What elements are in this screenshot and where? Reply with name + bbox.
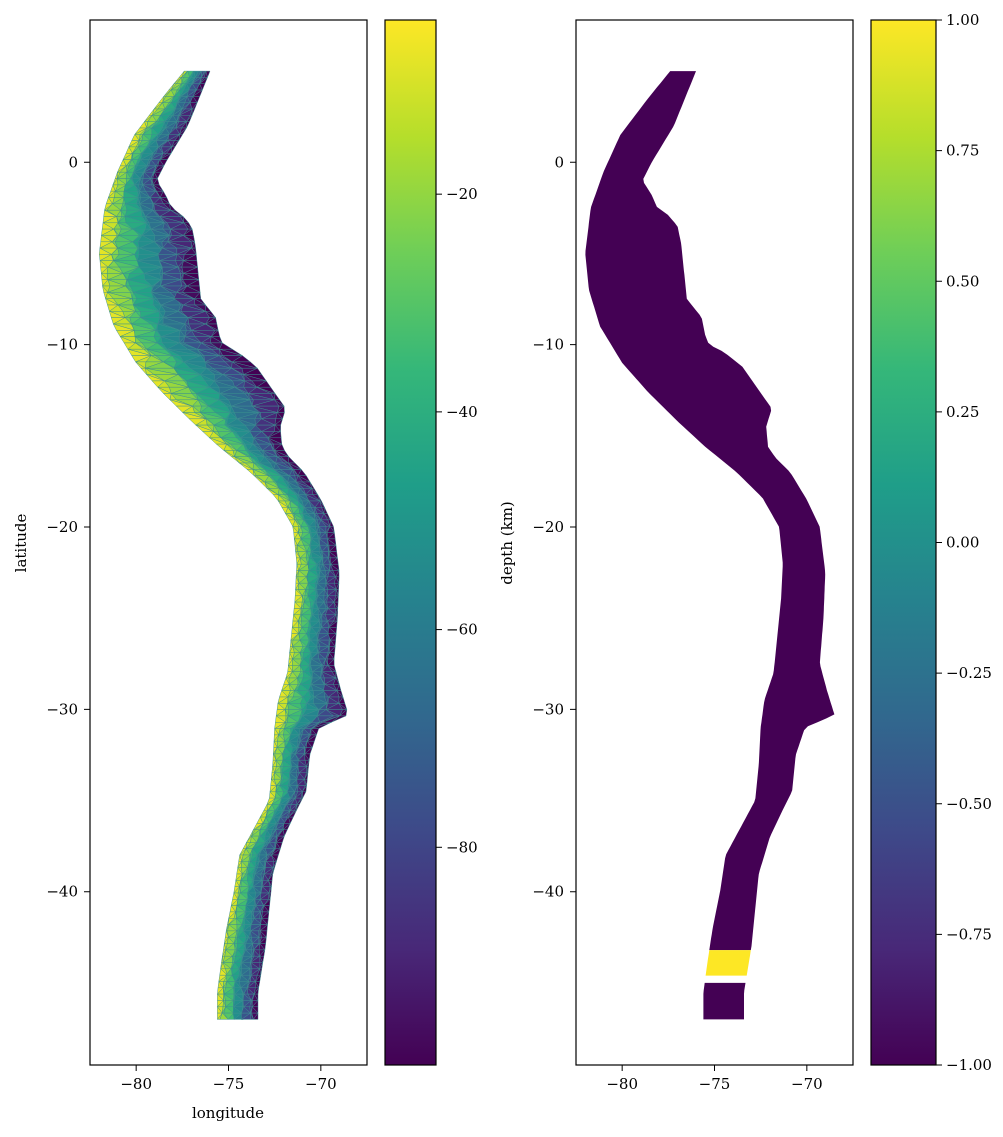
left-colorbar: −20 −40 −60 −80 depth (km) (384, 19, 516, 1066)
mesh-triangle (274, 392, 281, 401)
left-plot: −80 −75 −70 0 −10 −20 −30 −40 longitude latitu… (12, 19, 368, 1122)
mesh-triangle (323, 506, 328, 514)
colorbar-tick-label: −40 (446, 403, 478, 421)
mesh-triangle (227, 918, 229, 925)
colorbar-tick-label: 0.00 (946, 534, 979, 552)
x-tick-label: −75 (699, 1075, 731, 1093)
right-y-ticks: 0 −10 −20 −30 −40 (532, 153, 576, 901)
mesh-triangle (329, 519, 334, 527)
mesh-triangle (191, 108, 196, 116)
triangle-mesh (99, 70, 348, 1021)
y-tick-label: −10 (46, 336, 78, 354)
right-colorbar: 1.00 0.75 0.50 0.25 0.00 −0.25 −0.50 −0.75 −1.00 (870, 11, 992, 1074)
right-colorbar-gradient (870, 19, 937, 1066)
mesh-triangle (335, 671, 338, 679)
y-tick-label: −20 (532, 518, 564, 536)
left-colorbar-gradient (384, 19, 437, 1066)
x-tick-label: −70 (791, 1075, 823, 1093)
x-axis-label: longitude (192, 1104, 264, 1122)
filled-region (585, 71, 835, 1020)
mesh-triangle (287, 456, 296, 464)
y-tick-label: 0 (554, 153, 564, 171)
colorbar-tick-label: 0.75 (946, 142, 979, 160)
mesh-triangle (219, 1012, 229, 1020)
mesh-triangle (186, 121, 190, 129)
right-colorbar-ticks: 1.00 0.75 0.50 0.25 0.00 −0.25 −0.50 −0.75 −1.00 (936, 11, 992, 1074)
mesh-triangle (250, 1013, 254, 1020)
y-axis-label: latitude (12, 514, 30, 573)
right-plot: −80 −75 −70 0 −10 −20 −30 −40 (532, 19, 854, 1093)
x-tick-label: −80 (606, 1075, 638, 1093)
y-tick-label: −30 (532, 700, 564, 718)
mesh-triangle (182, 215, 190, 224)
mesh-triangle (302, 791, 307, 799)
left-y-ticks: 0 −10 −20 −30 −40 (46, 153, 90, 901)
mesh-triangle (169, 203, 176, 211)
colorbar-tick-label: −0.25 (946, 664, 992, 682)
colorbar-tick-label: −60 (446, 621, 478, 639)
x-tick-label: −70 (305, 1075, 337, 1093)
region-highlighted-band (705, 950, 751, 976)
colorbar-tick-label: 0.25 (946, 403, 979, 421)
mesh-triangle (242, 842, 247, 849)
colorbar-tick-label: 0.50 (946, 272, 979, 290)
right-x-ticks: −80 −75 −70 (606, 1065, 823, 1093)
mesh-triangle (272, 494, 279, 502)
y-tick-label: 0 (68, 153, 78, 171)
mesh-triangle (205, 304, 212, 312)
y-tick-label: −10 (532, 336, 564, 354)
x-tick-label: −80 (120, 1075, 152, 1093)
region-bottom (703, 982, 746, 1020)
mesh-triangle (263, 803, 268, 812)
y-tick-label: −30 (46, 700, 78, 718)
x-tick-label: −75 (213, 1075, 245, 1093)
colorbar-label: depth (km) (498, 501, 516, 585)
colorbar-tick-label: −20 (446, 185, 478, 203)
colorbar-tick-label: −0.75 (946, 925, 992, 943)
colorbar-tick-label: −80 (446, 838, 478, 856)
mesh-triangle (253, 1012, 259, 1020)
region-main (585, 71, 835, 951)
y-tick-label: −40 (532, 883, 564, 901)
colorbar-tick-label: 1.00 (946, 11, 979, 29)
mesh-triangle (114, 172, 118, 179)
left-x-ticks: −80 −75 −70 (120, 1065, 337, 1093)
left-colorbar-ticks: −20 −40 −60 −80 (436, 185, 478, 856)
y-tick-label: −20 (46, 518, 78, 536)
colorbar-tick-label: −0.50 (946, 795, 992, 813)
colorbar-tick-label: −1.00 (946, 1056, 992, 1074)
y-tick-label: −40 (46, 883, 78, 901)
